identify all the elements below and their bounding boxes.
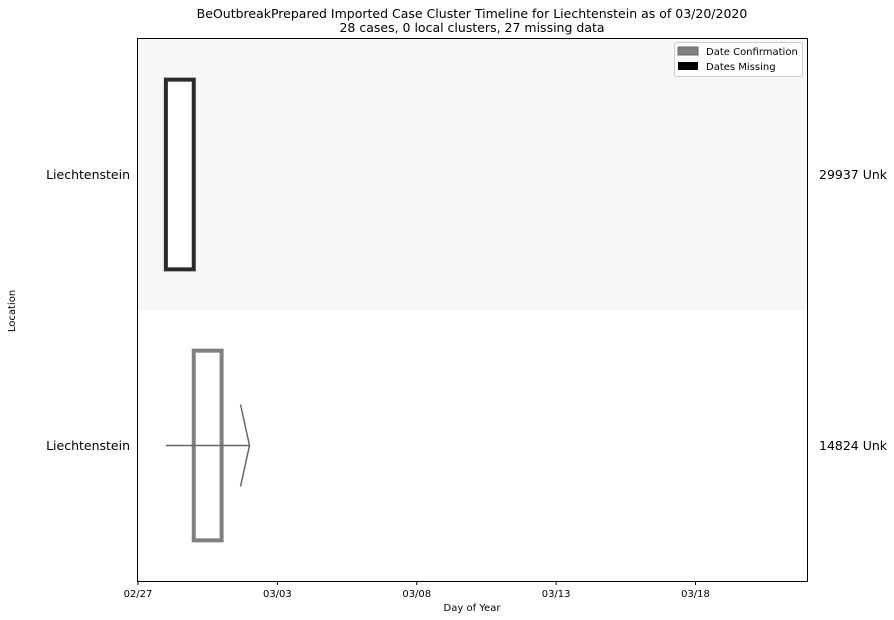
x-axis-label: Day of Year (444, 603, 502, 614)
plot-frame (137, 38, 808, 582)
y-axis-label: Location (7, 290, 18, 332)
legend-box (674, 42, 803, 77)
timeline-box (163, 77, 196, 272)
legend: Date Confirmation Dates Missing (674, 42, 803, 77)
x-tick-label: 03/03 (263, 589, 292, 600)
legend-swatch-date-confirmation (677, 46, 699, 56)
timeline-marks (163, 77, 251, 543)
row-label-location: Liechtenstein (46, 438, 130, 453)
x-tick-label: 03/18 (681, 589, 710, 600)
arrow-head (239, 404, 251, 487)
row-label-count: 14824 Unk (819, 438, 888, 453)
row-backgrounds (138, 39, 807, 581)
row-label-count: 29937 Unk (819, 167, 888, 182)
legend-label-dates-missing: Dates Missing (706, 62, 776, 73)
x-tick-label: 03/08 (402, 589, 431, 600)
x-tick-label: 03/13 (542, 589, 571, 600)
x-tick-label: 02/27 (124, 589, 153, 600)
x-axis-ticks: 02/27 03/03 03/08 03/13 03/18 (124, 581, 710, 600)
row-label-location: Liechtenstein (46, 167, 130, 182)
row-labels: Liechtenstein 29937 Unk Liechtenstein 14824… (46, 167, 888, 453)
chart-title: BeOutbreakPrepared Imported Case Cluster… (197, 6, 748, 21)
row-background (138, 39, 807, 310)
legend-swatch-dates-missing (678, 62, 698, 70)
chart-subtitle: 28 cases, 0 local clusters, 27 missing d… (339, 20, 604, 35)
legend-label-date-confirmation: Date Confirmation (706, 47, 798, 58)
